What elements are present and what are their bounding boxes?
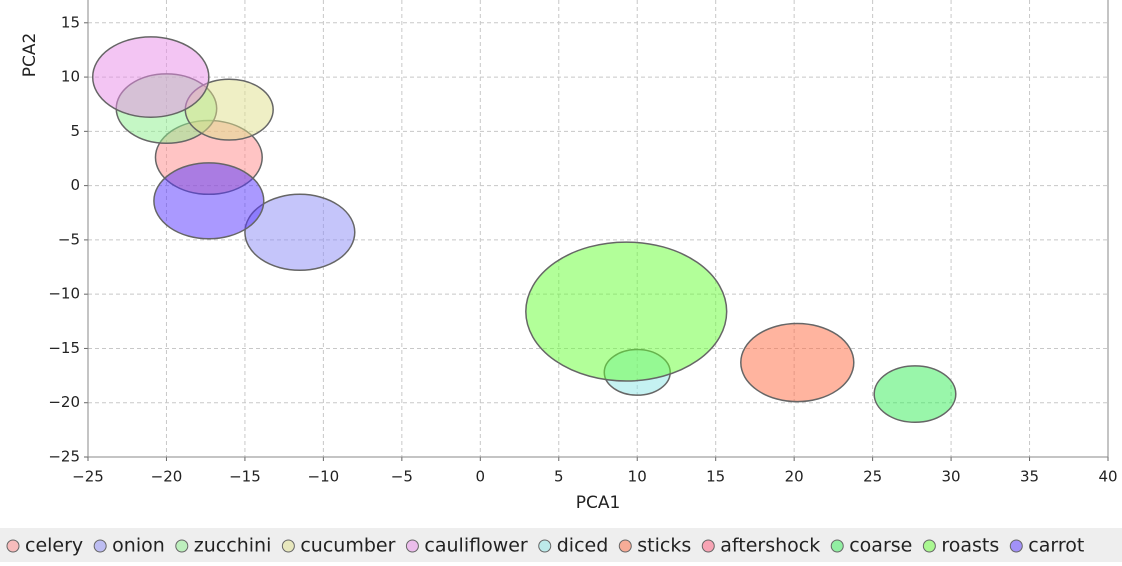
legend-marker (618, 539, 632, 553)
y-tick-label: 0 (70, 176, 80, 194)
x-tick-label: 20 (785, 468, 804, 486)
legend-label: aftershock (720, 535, 820, 557)
y-tick-label: −25 (48, 448, 80, 466)
x-tick-label: 5 (554, 468, 564, 486)
y-axis-label: PCA2 (20, 33, 40, 78)
legend-marker (1009, 539, 1023, 553)
x-tick-label: −25 (72, 468, 104, 486)
legend-marker (281, 539, 295, 553)
y-tick-label: −20 (48, 393, 80, 411)
legend-marker (6, 539, 20, 553)
bubble (153, 162, 265, 240)
legend-marker (405, 539, 419, 553)
y-tick-label: −5 (58, 230, 80, 248)
y-tick-label: 15 (61, 13, 80, 31)
legend-marker (922, 539, 936, 553)
x-tick-label: 30 (942, 468, 961, 486)
legend-label: cucumber (300, 535, 395, 557)
legend-marker (93, 539, 107, 553)
x-tick-label: −15 (229, 468, 261, 486)
bubble (244, 193, 356, 272)
legend-marker (830, 539, 844, 553)
legend-label: zucchini (194, 535, 272, 557)
x-tick-label: 25 (863, 468, 882, 486)
legend-label: roasts (941, 535, 999, 557)
x-tick-label: 35 (1020, 468, 1039, 486)
legend-label: carrot (1028, 535, 1084, 557)
legend-label: onion (112, 535, 165, 557)
x-axis-label: PCA1 (576, 493, 621, 513)
bubble (740, 322, 855, 403)
legend-label: coarse (849, 535, 912, 557)
bubble (91, 36, 210, 118)
legend-marker (701, 539, 715, 553)
legend-label: cauliflower (424, 535, 528, 557)
y-tick-label: 10 (61, 68, 80, 86)
x-tick-label: −5 (391, 468, 413, 486)
x-tick-label: −20 (151, 468, 183, 486)
x-tick-label: 40 (1098, 468, 1117, 486)
y-tick-label: −10 (48, 285, 80, 303)
x-tick-label: −10 (308, 468, 340, 486)
x-tick-label: 0 (476, 468, 486, 486)
legend-marker (538, 539, 552, 553)
x-tick-label: 15 (706, 468, 725, 486)
x-tick-label: 10 (628, 468, 647, 486)
y-tick-label: 5 (70, 122, 80, 140)
bubble (873, 365, 957, 424)
bubble (525, 241, 728, 382)
y-tick-label: −15 (48, 339, 80, 357)
legend-label: diced (557, 535, 609, 557)
legend-marker (175, 539, 189, 553)
legend-label: sticks (637, 535, 691, 557)
legend-label: celery (25, 535, 83, 557)
